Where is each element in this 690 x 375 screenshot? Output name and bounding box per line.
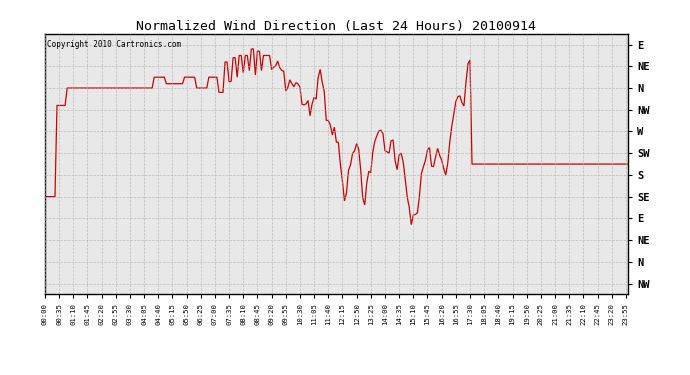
Text: Copyright 2010 Cartronics.com: Copyright 2010 Cartronics.com xyxy=(47,40,181,49)
Title: Normalized Wind Direction (Last 24 Hours) 20100914: Normalized Wind Direction (Last 24 Hours… xyxy=(137,20,536,33)
